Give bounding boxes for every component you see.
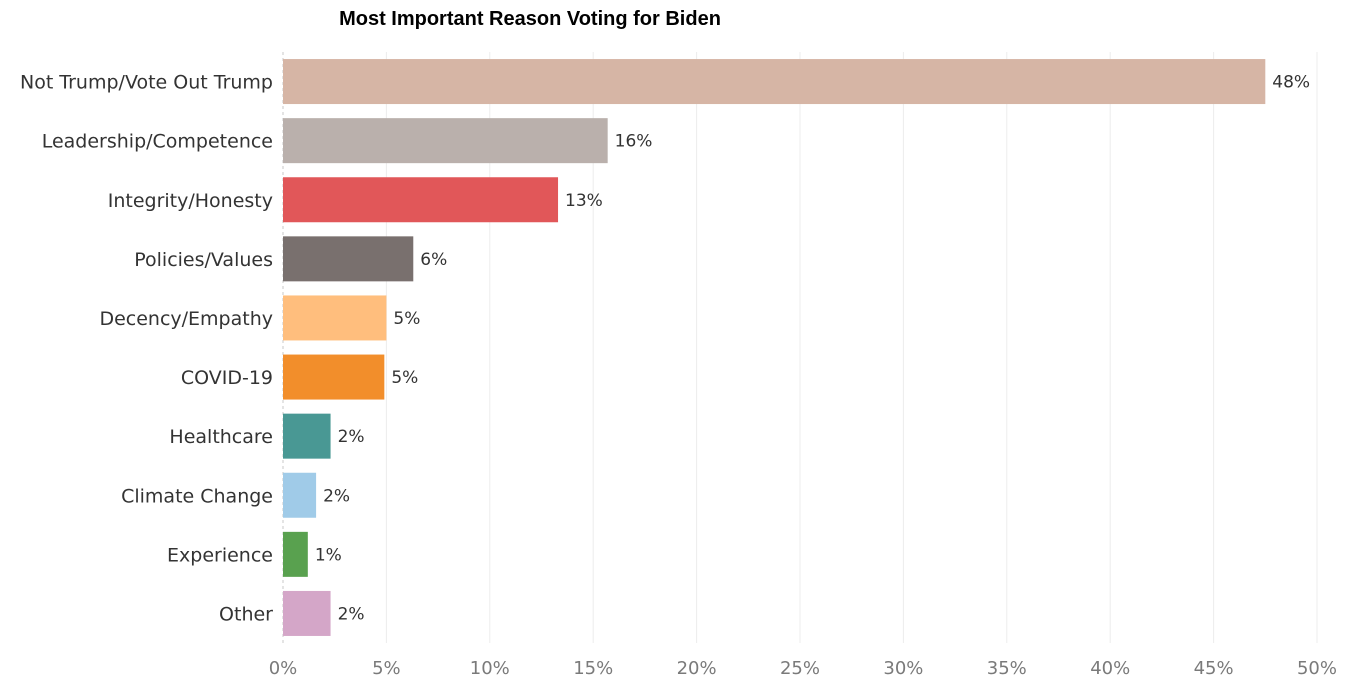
bar	[283, 59, 1266, 105]
bar	[283, 472, 317, 518]
x-tick-label: 10%	[470, 658, 510, 679]
category-label: Integrity/Honesty	[108, 190, 273, 212]
category-label: Healthcare	[169, 426, 273, 448]
data-label: 1%	[315, 545, 342, 565]
labels: Not Trump/Vote Out Trump 48% Leadership/Co…	[20, 72, 1310, 626]
x-tick-label: 45%	[1194, 658, 1234, 679]
x-tick-label: 5%	[372, 658, 401, 679]
bar	[283, 354, 385, 400]
chart-title: Most Important Reason Voting for Biden	[339, 8, 721, 30]
x-tick-label: 15%	[573, 658, 613, 679]
bar	[283, 531, 308, 577]
category-label: Leadership/Competence	[42, 131, 273, 153]
x-tick-label: 20%	[677, 658, 717, 679]
bar	[283, 295, 387, 341]
x-tick-label: 40%	[1090, 658, 1130, 679]
category-label: Experience	[167, 544, 273, 566]
data-label: 6%	[420, 250, 447, 270]
x-axis-ticks: 0% 5% 10% 15% 20% 25% 30% 35% 40% 45% 50%	[269, 658, 1337, 679]
category-label: Not Trump/Vote Out Trump	[20, 72, 273, 94]
category-label: COVID-19	[181, 367, 273, 389]
x-tick-label: 0%	[269, 658, 298, 679]
bar	[283, 590, 331, 636]
x-tick-label: 35%	[987, 658, 1027, 679]
bars	[283, 59, 1266, 636]
category-label: Decency/Empathy	[99, 308, 273, 330]
bar	[283, 413, 331, 459]
bar	[283, 118, 608, 164]
data-label: 16%	[615, 132, 653, 152]
category-label: Climate Change	[121, 485, 273, 507]
data-label: 5%	[391, 368, 418, 388]
bar	[283, 177, 559, 223]
category-label: Policies/Values	[134, 249, 273, 271]
data-label: 5%	[393, 309, 420, 329]
data-label: 2%	[338, 427, 365, 447]
category-label: Other	[219, 603, 273, 625]
bar	[283, 236, 414, 282]
data-label: 2%	[338, 604, 365, 624]
data-label: 13%	[565, 191, 603, 211]
data-label: 48%	[1272, 73, 1310, 93]
x-tick-label: 25%	[780, 658, 820, 679]
x-tick-label: 30%	[883, 658, 923, 679]
data-label: 2%	[323, 486, 350, 506]
x-tick-label: 50%	[1297, 658, 1337, 679]
